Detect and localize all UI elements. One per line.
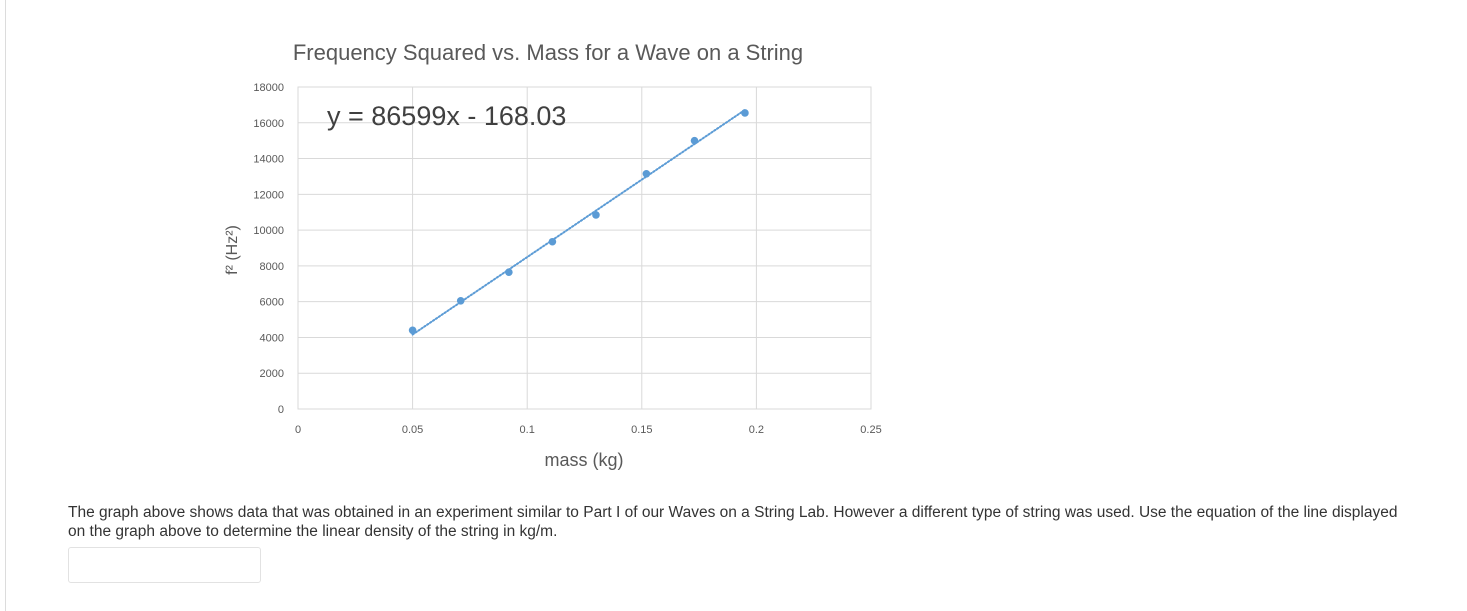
y-tick-label: 18000 bbox=[253, 82, 284, 94]
data-point bbox=[548, 237, 557, 246]
trendline bbox=[411, 108, 746, 336]
x-tick-label: 0.05 bbox=[402, 424, 423, 436]
chart: 0 2000 4000 6000 8000 10000 12000 14000 16000 180… bbox=[0, 0, 900, 480]
x-tick-label: 0 bbox=[295, 424, 301, 436]
question-text: The graph above shows data that was obta… bbox=[68, 504, 1398, 540]
y-tick-label: 6000 bbox=[260, 297, 284, 309]
data-point bbox=[505, 268, 513, 276]
data-point bbox=[690, 136, 699, 145]
x-tick-label: 0.15 bbox=[631, 424, 652, 436]
y-tick-label: 2000 bbox=[260, 368, 284, 380]
y-tick-label: 12000 bbox=[253, 189, 284, 201]
x-tick-label: 0.1 bbox=[520, 424, 535, 436]
plot-area bbox=[297, 86, 872, 410]
chart-svg: 0 2000 4000 6000 8000 10000 12000 14000 16000 180… bbox=[224, 40, 882, 470]
data-point bbox=[592, 211, 600, 219]
y-tick-label: 0 bbox=[278, 404, 284, 416]
data-point bbox=[642, 169, 651, 178]
data-point bbox=[741, 109, 749, 117]
left-border bbox=[5, 0, 6, 611]
x-axis-label: mass (kg) bbox=[544, 450, 623, 470]
data-point bbox=[408, 326, 417, 335]
chart-title: Frequency Squared vs. Mass for a Wave on… bbox=[293, 40, 803, 65]
y-axis-label: f² (Hz²) bbox=[224, 225, 241, 275]
y-tick-label: 8000 bbox=[260, 261, 284, 273]
y-tick-label: 16000 bbox=[253, 118, 284, 130]
y-tick-label: 14000 bbox=[253, 154, 284, 166]
x-tick-label: 0.25 bbox=[860, 424, 881, 436]
trendline-equation: y = 86599x - 168.03 bbox=[327, 101, 566, 131]
data-point bbox=[456, 296, 465, 305]
y-tick-label: 4000 bbox=[260, 332, 284, 344]
x-tick-label: 0.2 bbox=[749, 424, 764, 436]
answer-input[interactable] bbox=[68, 547, 261, 583]
y-tick-label: 10000 bbox=[253, 225, 284, 237]
